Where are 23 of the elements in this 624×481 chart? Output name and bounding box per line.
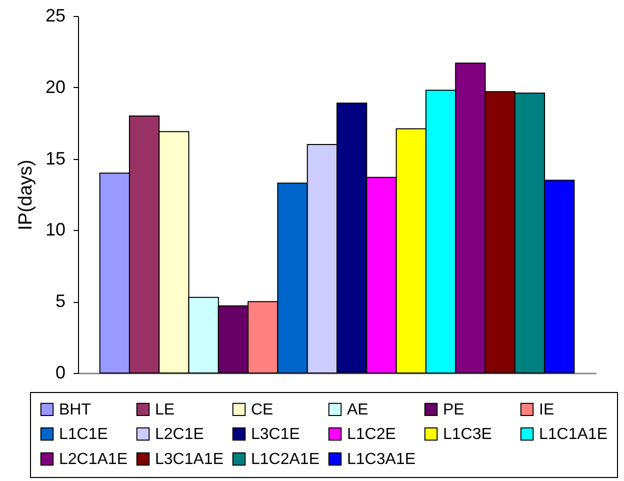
legend-label: L1C3E: [443, 426, 492, 443]
legend-label: LE: [155, 401, 175, 418]
legend-label: L1C2A1E: [251, 451, 320, 468]
legend-label: IE: [539, 401, 554, 418]
legend-label: L1C2E: [347, 426, 396, 443]
legend-label: L3C1A1E: [155, 451, 224, 468]
legend-label: AE: [347, 401, 368, 418]
y-tick-label: 15: [45, 148, 66, 168]
legend-label: BHT: [59, 401, 92, 418]
y-tick-label: 5: [55, 291, 66, 312]
y-axis-title: IP(days): [15, 160, 36, 230]
legend-label: CE: [251, 401, 274, 418]
legend-label: L3C1E: [251, 426, 300, 443]
legend-label: L1C1A1E: [539, 426, 608, 443]
legend-label: L1C3A1E: [347, 451, 416, 468]
legend-label: PE: [443, 401, 464, 418]
legend-label: L2C1A1E: [59, 451, 128, 468]
y-tick-label: 25: [45, 6, 66, 26]
legend-label: L1C1E: [59, 426, 108, 443]
y-tick-label: 20: [45, 76, 66, 97]
y-tick-label: 10: [45, 220, 66, 240]
y-tick-label: 0: [55, 362, 66, 382]
legend-label: L2C1E: [155, 426, 204, 443]
